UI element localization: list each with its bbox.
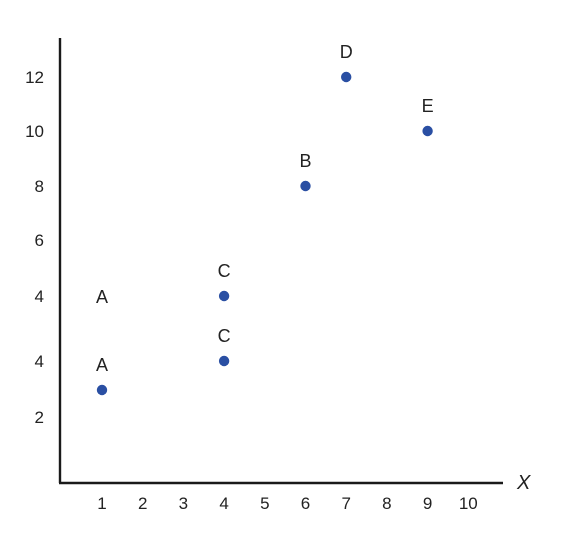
data-point — [300, 180, 311, 192]
annotation-label: A — [96, 287, 108, 307]
data-point — [422, 125, 433, 137]
data-point — [218, 290, 230, 302]
y-tick-label: 8 — [35, 177, 44, 196]
y-tick-label: 12 — [25, 68, 44, 87]
y-tick-label: 4 — [35, 352, 44, 371]
y-tick-label: 2 — [35, 408, 44, 427]
x-tick-label: 3 — [179, 494, 188, 513]
point-label: D — [340, 42, 353, 62]
point-label: E — [422, 96, 434, 116]
x-tick-label: 5 — [260, 494, 269, 513]
point-label: C — [218, 326, 231, 346]
point-label: A — [96, 355, 108, 375]
y-tick-label: 10 — [25, 122, 44, 141]
x-tick-label: 9 — [423, 494, 432, 513]
x-tick-label: 7 — [341, 494, 350, 513]
data-points — [96, 71, 433, 396]
y-tick-labels: 12 10 8 6 4 4 2 — [25, 68, 44, 427]
y-tick-label: 6 — [35, 231, 44, 250]
point-label: C — [218, 261, 231, 281]
point-labels: A C C B D E A — [96, 42, 434, 375]
x-tick-label: 4 — [219, 494, 228, 513]
data-point — [341, 71, 352, 83]
x-tick-label: 8 — [382, 494, 391, 513]
x-tick-label: 10 — [459, 494, 478, 513]
data-point — [218, 355, 230, 367]
axes — [58, 38, 503, 485]
data-point — [96, 384, 108, 396]
point-label: B — [299, 151, 311, 171]
x-tick-labels: 1 2 3 4 5 6 7 8 9 10 — [97, 494, 477, 513]
x-tick-label: 1 — [97, 494, 106, 513]
x-tick-label: 6 — [301, 494, 310, 513]
y-tick-label: 4 — [35, 287, 44, 306]
x-tick-label: 2 — [138, 494, 147, 513]
x-axis-title: X — [516, 472, 531, 494]
